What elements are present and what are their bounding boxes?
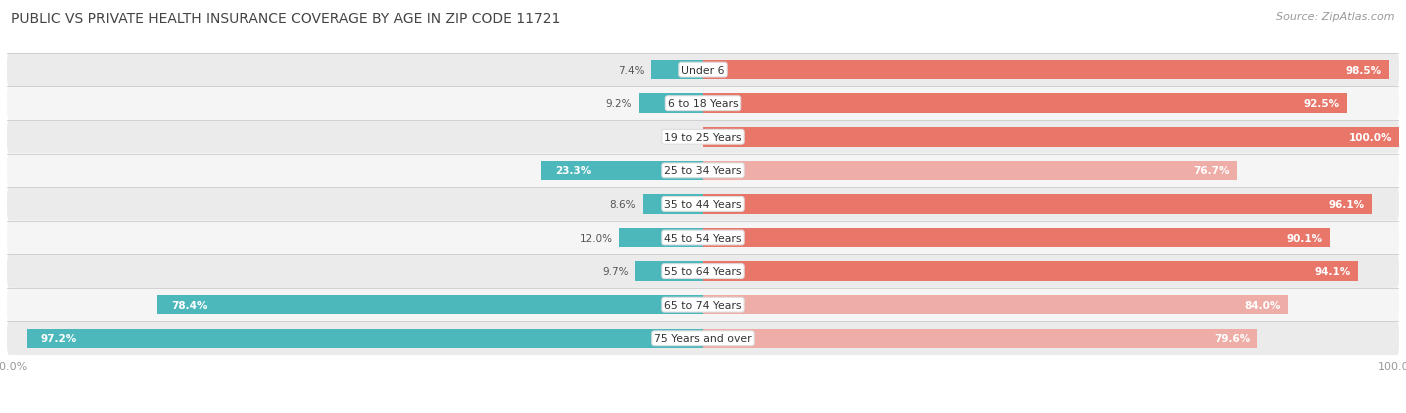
- Text: 19 to 25 Years: 19 to 25 Years: [664, 133, 742, 142]
- Bar: [620, 228, 703, 248]
- Text: 97.2%: 97.2%: [41, 333, 77, 344]
- Text: 8.6%: 8.6%: [610, 199, 636, 209]
- Text: Under 6: Under 6: [682, 65, 724, 76]
- Text: 45 to 54 Years: 45 to 54 Years: [664, 233, 742, 243]
- Bar: [643, 195, 703, 214]
- Bar: [638, 94, 703, 114]
- Text: 98.5%: 98.5%: [1346, 65, 1382, 76]
- Bar: [703, 262, 1358, 281]
- Text: 79.6%: 79.6%: [1213, 333, 1250, 344]
- FancyBboxPatch shape: [7, 154, 1399, 188]
- Text: 12.0%: 12.0%: [579, 233, 613, 243]
- FancyBboxPatch shape: [7, 121, 1399, 154]
- Text: 92.5%: 92.5%: [1303, 99, 1340, 109]
- Bar: [703, 228, 1330, 248]
- Text: 9.7%: 9.7%: [602, 266, 628, 276]
- Bar: [157, 295, 703, 315]
- FancyBboxPatch shape: [7, 188, 1399, 221]
- Text: 55 to 64 Years: 55 to 64 Years: [664, 266, 742, 276]
- Text: 25 to 34 Years: 25 to 34 Years: [664, 166, 742, 176]
- Bar: [541, 161, 703, 180]
- FancyBboxPatch shape: [7, 288, 1399, 322]
- Text: 94.1%: 94.1%: [1315, 266, 1351, 276]
- FancyBboxPatch shape: [7, 87, 1399, 121]
- FancyBboxPatch shape: [7, 54, 1399, 87]
- Text: 84.0%: 84.0%: [1244, 300, 1281, 310]
- FancyBboxPatch shape: [7, 322, 1399, 355]
- Bar: [703, 195, 1372, 214]
- Text: Source: ZipAtlas.com: Source: ZipAtlas.com: [1277, 12, 1395, 22]
- Bar: [651, 61, 703, 80]
- FancyBboxPatch shape: [7, 255, 1399, 288]
- Text: 7.4%: 7.4%: [619, 65, 644, 76]
- Text: 78.4%: 78.4%: [172, 300, 208, 310]
- FancyBboxPatch shape: [7, 221, 1399, 255]
- Text: 35 to 44 Years: 35 to 44 Years: [664, 199, 742, 209]
- Text: 96.1%: 96.1%: [1329, 199, 1365, 209]
- Bar: [703, 94, 1347, 114]
- Bar: [703, 295, 1288, 315]
- Text: 75 Years and over: 75 Years and over: [654, 333, 752, 344]
- Bar: [703, 61, 1389, 80]
- Text: 6 to 18 Years: 6 to 18 Years: [668, 99, 738, 109]
- Bar: [636, 262, 703, 281]
- Bar: [703, 329, 1257, 348]
- Bar: [703, 128, 1399, 147]
- Legend: Public Insurance, Private Insurance: Public Insurance, Private Insurance: [555, 411, 851, 413]
- Text: 65 to 74 Years: 65 to 74 Years: [664, 300, 742, 310]
- Bar: [703, 161, 1237, 180]
- Text: 100.0%: 100.0%: [1348, 133, 1392, 142]
- Text: PUBLIC VS PRIVATE HEALTH INSURANCE COVERAGE BY AGE IN ZIP CODE 11721: PUBLIC VS PRIVATE HEALTH INSURANCE COVER…: [11, 12, 561, 26]
- Text: 23.3%: 23.3%: [555, 166, 591, 176]
- Text: 9.2%: 9.2%: [606, 99, 633, 109]
- Text: 0.0%: 0.0%: [669, 133, 696, 142]
- Text: 76.7%: 76.7%: [1194, 166, 1230, 176]
- Bar: [27, 329, 703, 348]
- Text: 90.1%: 90.1%: [1286, 233, 1323, 243]
